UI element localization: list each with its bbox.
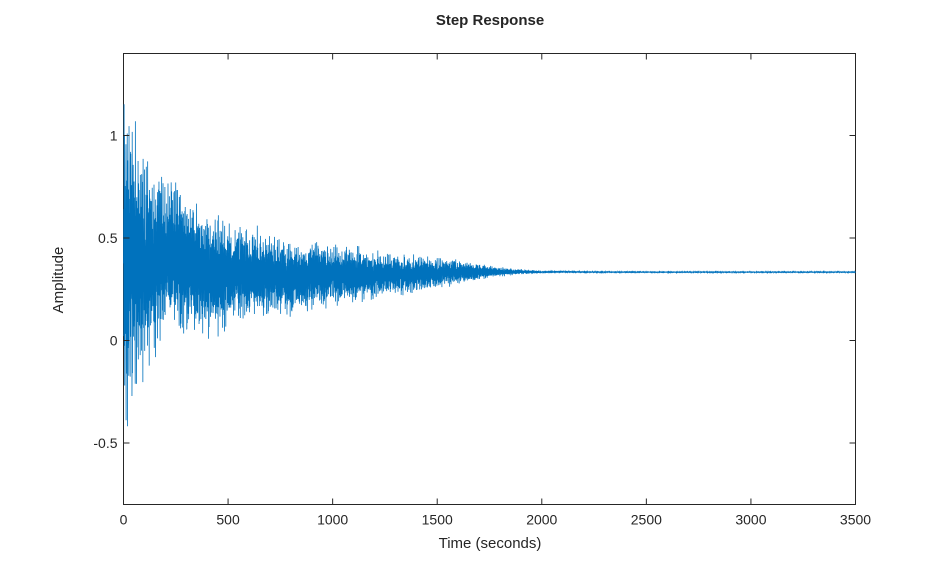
x-axis-label: Time (seconds) bbox=[439, 535, 542, 552]
x-tick-label: 2000 bbox=[526, 512, 557, 528]
x-tick-label: 1500 bbox=[422, 512, 453, 528]
chart-title: Step Response bbox=[436, 12, 544, 29]
x-tick-label: 500 bbox=[216, 512, 240, 528]
y-tick-label: 0 bbox=[110, 333, 118, 349]
x-tick-label: 0 bbox=[120, 512, 128, 528]
y-tick-label: 1 bbox=[110, 128, 118, 144]
series-layer bbox=[123, 104, 856, 427]
tick-layer: 0 500 1000 1500 2000 2500 3000 3500 -0.5 0 0.5 1 bbox=[93, 53, 871, 528]
y-axis-label: Amplitude bbox=[50, 247, 67, 314]
y-tick-label: 0.5 bbox=[98, 230, 118, 246]
x-tick-label: 3500 bbox=[840, 512, 871, 528]
x-tick-label: 1000 bbox=[317, 512, 348, 528]
y-tick-label: -0.5 bbox=[93, 435, 117, 451]
step-response-line bbox=[123, 104, 856, 427]
x-tick-label: 2500 bbox=[631, 512, 662, 528]
x-tick-label: 3000 bbox=[735, 512, 766, 528]
